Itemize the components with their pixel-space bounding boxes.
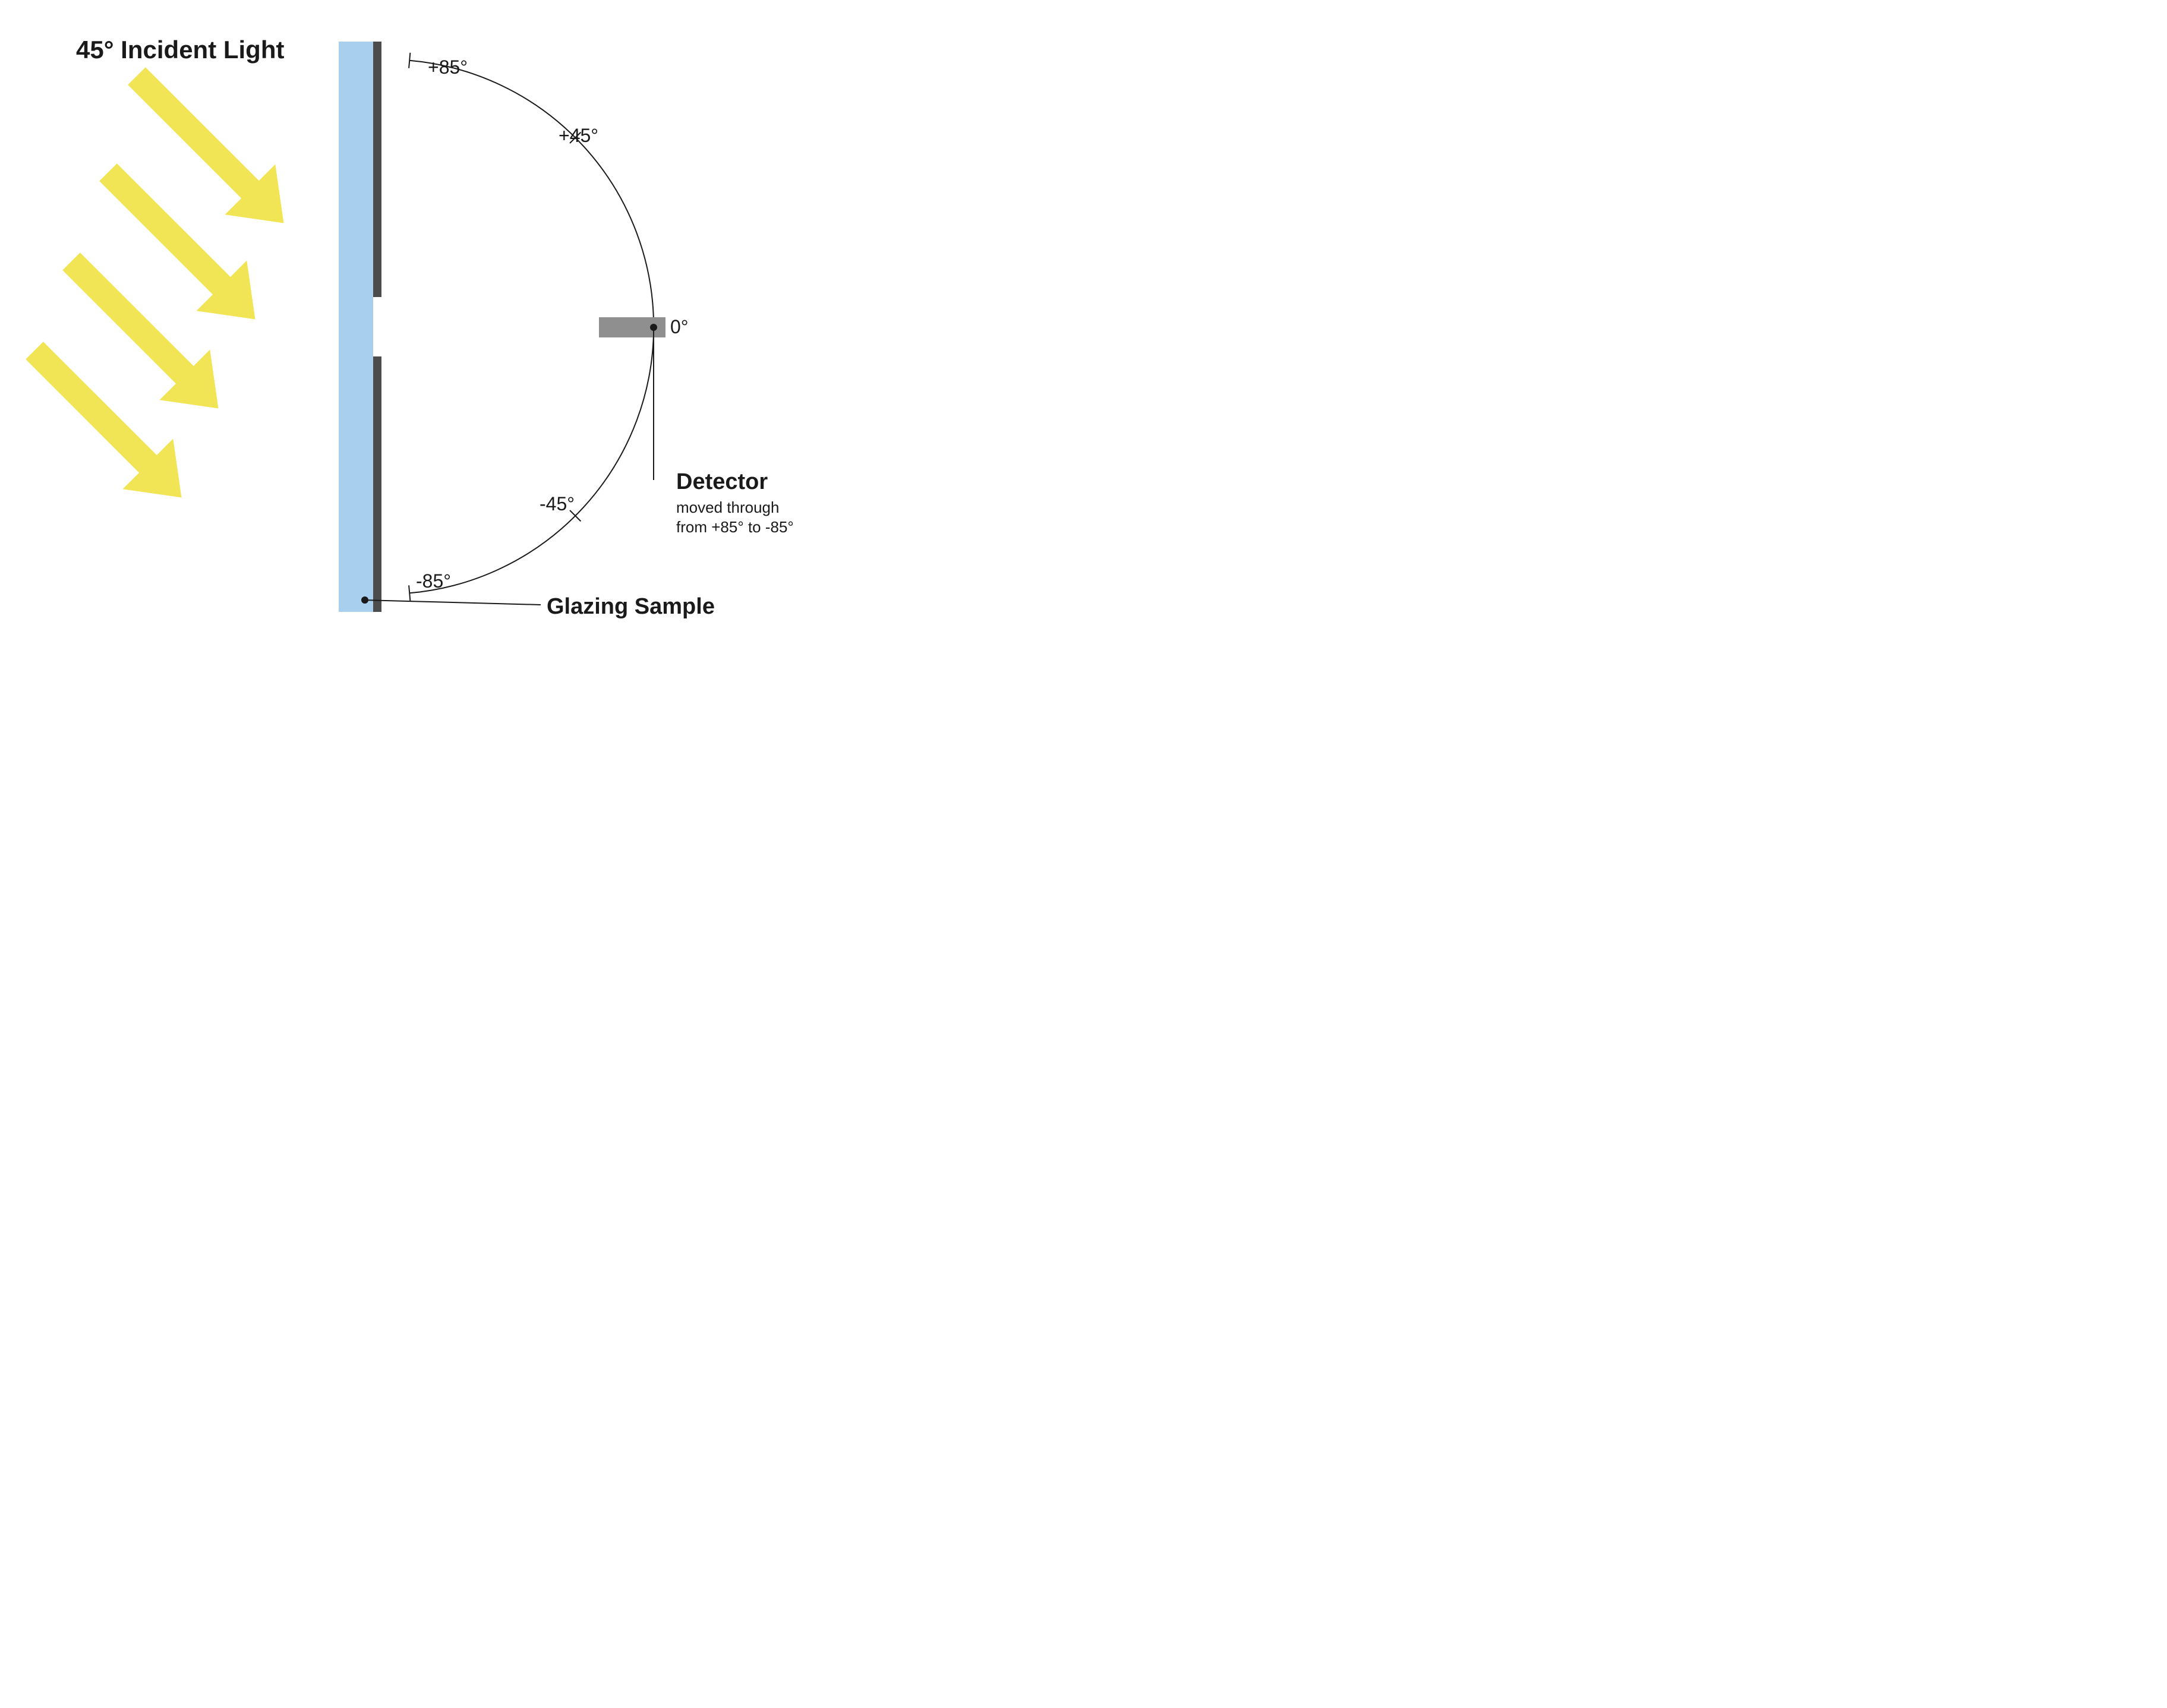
arc-tick-label--85: -85° bbox=[416, 570, 451, 592]
arc-tick-label-85: +85° bbox=[428, 56, 468, 78]
detector-label-title: Detector bbox=[676, 469, 768, 495]
arc-tick--85 bbox=[409, 585, 410, 601]
glazing-glass bbox=[339, 42, 373, 612]
arc-tick-label-45: +45° bbox=[559, 125, 598, 147]
glazing-pointer-line bbox=[365, 600, 541, 605]
arc-tick-label-0: 0° bbox=[670, 316, 689, 338]
glazing-mask-top bbox=[373, 42, 381, 297]
glazing-mask-bottom bbox=[373, 356, 381, 612]
detector-label-sub: moved throughfrom +85° to -85° bbox=[676, 498, 837, 536]
arc-tick-label--45: -45° bbox=[540, 493, 575, 515]
incident-light-title: 45° Incident Light bbox=[76, 36, 284, 64]
arc-tick-85 bbox=[409, 53, 410, 68]
glazing-sample-label: Glazing Sample bbox=[547, 594, 715, 620]
